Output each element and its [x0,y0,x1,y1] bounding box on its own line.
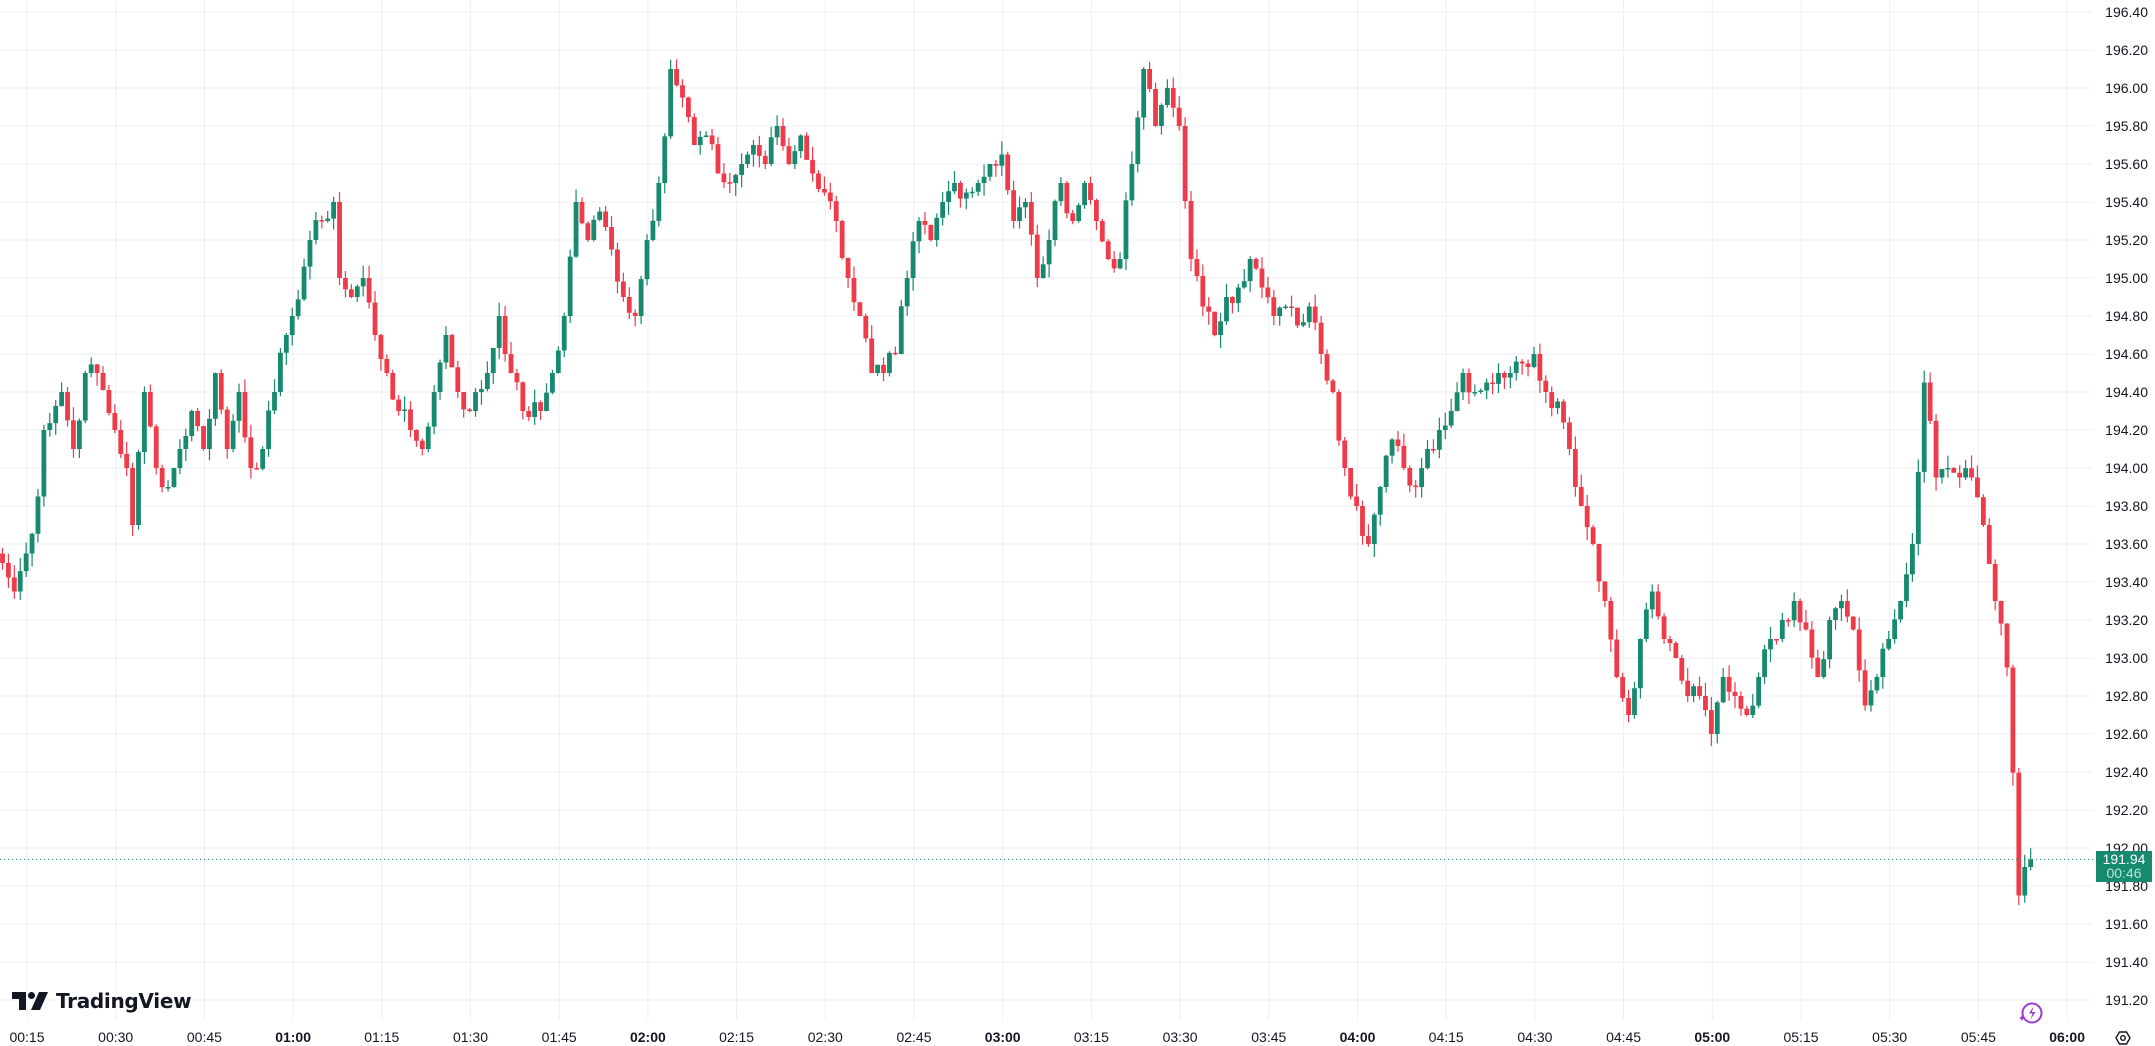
last-price-tag: 191.94 00:46 [2096,851,2152,882]
time-tick-label: 04:45 [1606,1029,1641,1045]
time-tick-label: 03:45 [1251,1029,1286,1045]
time-tick-label: 04:30 [1517,1029,1552,1045]
tradingview-logo-icon [12,992,48,1010]
time-axis[interactable]: 00:15 00:30 00:45 01:00 01:15 01:30 01:45 02:00… [9,1029,2085,1045]
time-tick-label: 01:45 [542,1029,577,1045]
price-tick-label: 193.80 [2105,498,2148,514]
time-tick-label: 02:00 [630,1029,666,1045]
time-tick-label: 01:15 [364,1029,399,1045]
price-tick-label: 195.60 [2105,156,2148,172]
time-tick-label: 02:45 [896,1029,931,1045]
price-tick-label: 191.40 [2105,954,2148,970]
price-tick-label: 195.40 [2105,194,2148,210]
price-tick-label: 196.40 [2105,4,2148,20]
price-tick-label: 194.80 [2105,308,2148,324]
price-tick-label: 192.20 [2105,802,2148,818]
price-tick-label: 194.00 [2105,460,2148,476]
time-tick-label: 02:30 [808,1029,843,1045]
price-tick-label: 193.60 [2105,536,2148,552]
time-tick-label: 01:00 [275,1029,311,1045]
price-tick-label: 193.00 [2105,650,2148,666]
price-tick-label: 192.60 [2105,726,2148,742]
time-tick-label: 05:15 [1783,1029,1818,1045]
price-tick-label: 192.40 [2105,764,2148,780]
time-tick-label: 02:15 [719,1029,754,1045]
time-tick-label: 03:30 [1163,1029,1198,1045]
last-price-value: 191.94 [2102,851,2146,867]
chart-grid [0,0,2093,1020]
logo-text: TradingView [56,989,192,1013]
time-tick-label: 06:00 [2049,1029,2085,1045]
time-tick-label: 05:45 [1961,1029,1996,1045]
price-tick-label: 194.60 [2105,346,2148,362]
time-tick-label: 04:15 [1429,1029,1464,1045]
candles [0,59,2034,906]
price-tick-label: 196.00 [2105,80,2148,96]
time-tick-label: 00:15 [9,1029,44,1045]
time-tick-label: 03:15 [1074,1029,1109,1045]
time-tick-label: 05:30 [1872,1029,1907,1045]
time-tick-label: 01:30 [453,1029,488,1045]
price-tick-label: 191.20 [2105,992,2148,1008]
tradingview-logo[interactable]: TradingView [12,989,192,1013]
time-tick-label: 00:45 [187,1029,222,1045]
price-tick-label: 191.80 [2105,878,2148,894]
price-tick-label: 194.40 [2105,384,2148,400]
price-axis[interactable]: 196.40 196.20 196.00 195.80 195.60 195.40 195.… [2105,4,2148,1008]
bar-countdown: 00:46 [2106,865,2142,881]
time-tick-label: 04:00 [1340,1029,1376,1045]
price-tick-label: 193.20 [2105,612,2148,628]
price-tick-label: 191.60 [2105,916,2148,932]
price-tick-label: 196.20 [2105,42,2148,58]
price-tick-label: 195.00 [2105,270,2148,286]
settings-gear-icon[interactable] [2115,1030,2131,1046]
lightning-sparkle-icon[interactable] [2016,998,2046,1028]
price-tick-label: 194.20 [2105,422,2148,438]
time-tick-label: 00:30 [98,1029,133,1045]
price-tick-label: 195.20 [2105,232,2148,248]
time-tick-label: 03:00 [985,1029,1021,1045]
time-tick-label: 05:00 [1694,1029,1730,1045]
price-tick-label: 193.40 [2105,574,2148,590]
price-tick-label: 195.80 [2105,118,2148,134]
price-tick-label: 192.80 [2105,688,2148,704]
